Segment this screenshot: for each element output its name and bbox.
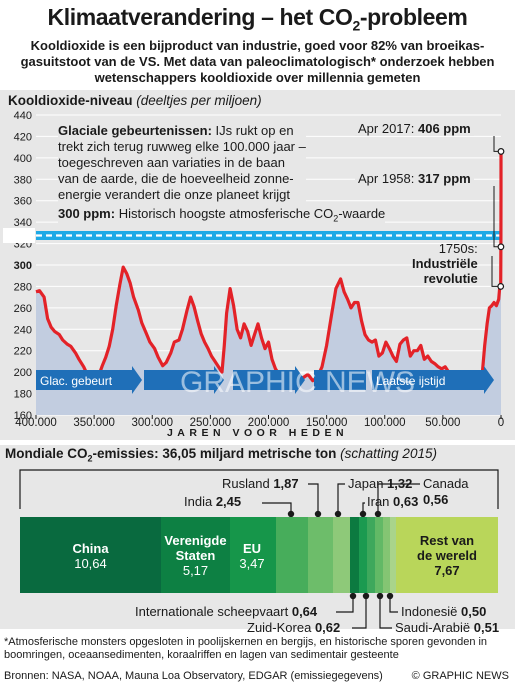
segment-canada: [375, 517, 384, 593]
footnote: *Atmosferische monsters opgesloten in po…: [4, 636, 488, 661]
segment-label-eu: EU 3,47: [239, 541, 265, 571]
x-tick-label: 200.000: [248, 417, 290, 429]
segment-internationale-scheepvaart: [350, 517, 360, 593]
y-tick-label: 380: [14, 174, 32, 186]
callout-zuid-korea: Zuid-Korea 0,62: [247, 620, 341, 635]
y-tick-label: 200: [14, 367, 32, 379]
x-axis-title: JAREN VOOR HEDEN: [166, 427, 349, 439]
glacial-annotation: Glaciale gebeurtenissen: IJs rukt op en …: [58, 123, 306, 203]
co2-line-chart: 1601802002202402602803003203403603804004…: [3, 110, 505, 429]
y-tick-label: 160: [14, 410, 32, 422]
y-tick-label: 300: [14, 260, 32, 272]
segment-eu: [229, 517, 277, 593]
credit: © GRAPHIC NEWS: [411, 670, 509, 682]
y-tick-label: 440: [14, 110, 32, 122]
y-tick-label: 400: [14, 153, 32, 165]
callout-japan: Japan 1,32: [348, 476, 413, 491]
watermark: GRAPHIC NEWS: [180, 366, 415, 399]
segment-rusland: [308, 517, 334, 593]
industrial-annotation: 1750s: Industriële revolutie: [412, 241, 478, 286]
callout-india: India 2,45: [184, 494, 242, 509]
segment-china: [20, 517, 162, 593]
x-tick-label: 250.000: [190, 417, 232, 429]
annotation-point: [497, 283, 505, 290]
segment-iran: [367, 517, 376, 593]
y-tick-label: 260: [14, 303, 32, 315]
segment-verenigde-staten: [161, 517, 231, 593]
apr2017-annotation: Apr 2017: 406 ppm: [355, 121, 474, 136]
y-tick-label: 420: [14, 131, 32, 143]
period-glacial: [36, 366, 142, 394]
annotation-point: [497, 148, 505, 155]
y-tick-label: 360: [14, 196, 32, 208]
segment-saudi-arabi-: [382, 517, 391, 593]
y-tick-label: 220: [14, 346, 32, 358]
segment-india: [275, 517, 309, 593]
period-glacial-middle: [144, 366, 366, 394]
callout-scheepvaart: Internationale scheepvaart 0,64: [135, 604, 318, 619]
y-tick-label: 180: [14, 389, 32, 401]
callout-saudi: Saudi-Arabië 0,51: [395, 620, 500, 635]
segment-japan: [332, 517, 351, 593]
x-tick-label: 50.000: [425, 417, 460, 429]
callout-canada: Canada 0,56: [423, 476, 469, 507]
callout-indonesie: Indonesië 0,50: [401, 604, 487, 619]
y-tick-label: 280: [14, 281, 32, 293]
co2-chart-title: Kooldioxide-niveau (deeltjes per miljoen…: [8, 93, 262, 108]
segment-zuid-korea: [358, 517, 368, 593]
segment-rest-van-de-wereld: [396, 517, 499, 593]
callout-iran: Iran 0,63: [367, 494, 419, 509]
y-tick-label: 240: [14, 324, 32, 336]
emissions-stacked-bar: [20, 517, 499, 593]
subtitle: Kooldioxide is een bijproduct van indust…: [20, 38, 495, 85]
period-last-ice-age: [372, 366, 494, 394]
emissions-leader-lines: [19, 469, 499, 629]
sources: Bronnen: NASA, NOAA, Mauna Loa Observato…: [4, 670, 383, 682]
x-tick-label: 400.000: [15, 417, 57, 429]
callout-rusland: Rusland 1,87: [222, 476, 299, 491]
x-tick-label: 350.000: [73, 417, 115, 429]
period-ice-age-label: Laatste ijstijd: [376, 374, 445, 388]
annotation-point: [497, 243, 505, 251]
period-glacial-label: Glac. gebeurt: [40, 374, 113, 388]
x-tick-label: 100.000: [364, 417, 406, 429]
x-tick-label: 0: [498, 417, 504, 429]
segment-label-china: China 10,64: [72, 541, 109, 571]
page-title: Klimaatverandering – het CO2-probleem: [47, 4, 468, 34]
segment-label-rest: Rest van de wereld 7,67: [417, 533, 477, 578]
segment-label-us: Verenigde Staten 5,17: [164, 533, 227, 578]
apr1958-annotation: Apr 1958: 317 ppm: [355, 171, 474, 186]
segment-indonesi-: [389, 517, 397, 593]
x-tick-label: 150.000: [306, 417, 348, 429]
y-tick-label: 340: [14, 217, 32, 229]
emissions-title: Mondiale CO2-emissies: 36,05 miljard met…: [5, 446, 437, 464]
x-tick-label: 300.000: [131, 417, 173, 429]
ppm300-annotation: 300 ppm: Historisch hoogste atmosferisch…: [58, 206, 386, 224]
